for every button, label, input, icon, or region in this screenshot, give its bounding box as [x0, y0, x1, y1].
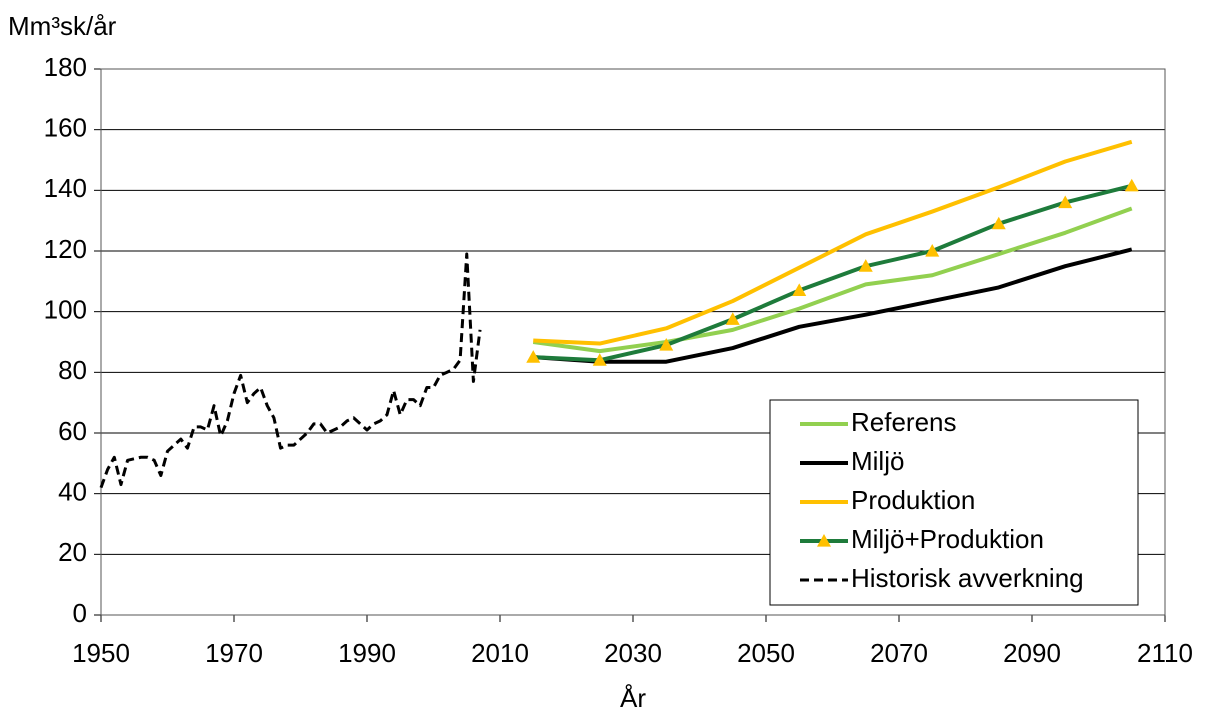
marker — [1124, 178, 1139, 192]
y-tick-label: 40 — [58, 477, 87, 507]
legend-label: Historisk avverkning — [851, 563, 1084, 593]
x-tick-label: 1970 — [205, 638, 263, 668]
marker — [858, 259, 873, 272]
legend-label: Miljö — [851, 446, 904, 476]
legend-marker — [817, 534, 831, 547]
series-line — [99, 252, 482, 489]
marker — [792, 283, 807, 297]
series-line — [532, 206, 1133, 354]
x-tick-label: 2070 — [870, 638, 928, 668]
legend-label: Miljö+Produktion — [851, 524, 1044, 554]
y-tick-label: 100 — [44, 295, 87, 325]
x-axis-label: År — [620, 683, 646, 713]
x-tick-label: 2090 — [1003, 638, 1061, 668]
series-line — [533, 183, 1133, 363]
marker — [592, 353, 607, 366]
series-line — [533, 139, 1133, 346]
y-axis-label: Mm³sk/år — [8, 11, 117, 41]
x-tick-label: 2030 — [604, 638, 662, 668]
x-tick-label: 1950 — [72, 638, 130, 668]
marker — [725, 312, 740, 325]
y-tick-label: 60 — [58, 416, 87, 446]
x-tick-label: 2050 — [737, 638, 795, 668]
legend-label: Produktion — [851, 485, 975, 515]
y-tick-label: 0 — [73, 598, 87, 628]
y-tick-label: 180 — [44, 52, 87, 82]
marker — [526, 350, 541, 363]
x-tick-label: 2110 — [1137, 638, 1193, 668]
marker — [991, 216, 1006, 230]
y-tick-label: 160 — [44, 113, 87, 143]
y-tick-label: 80 — [58, 355, 87, 385]
x-tick-label: 1990 — [338, 638, 396, 668]
marker — [659, 338, 674, 351]
y-tick-label: 140 — [44, 173, 87, 203]
marker — [925, 244, 940, 257]
plot-border — [100, 68, 1166, 616]
marker — [1058, 195, 1073, 209]
x-tick-label: 2010 — [471, 638, 529, 668]
y-tick-label: 120 — [44, 234, 87, 264]
y-tick-label: 20 — [58, 537, 87, 567]
series-line — [533, 247, 1133, 364]
legend-label: Referens — [851, 407, 957, 437]
